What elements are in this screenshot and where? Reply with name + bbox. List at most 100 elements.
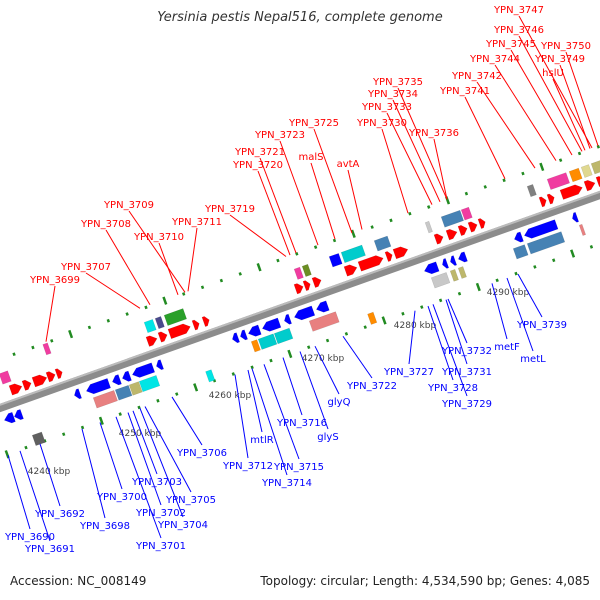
gene-label[interactable]: YPN_3746 (493, 25, 544, 36)
forward-gene-arrow[interactable] (343, 263, 359, 277)
gene-label[interactable]: YPN_3709 (103, 200, 154, 211)
gene-feature-box[interactable] (449, 269, 459, 282)
forward-gene-arrow[interactable] (392, 245, 410, 260)
forward-gene-arrow[interactable] (311, 275, 323, 288)
gene-label[interactable]: YPN_3698 (79, 521, 130, 532)
forward-gene-arrow[interactable] (45, 370, 57, 383)
reverse-gene-arrow[interactable] (523, 219, 559, 241)
gene-label[interactable]: YPN_3706 (176, 448, 227, 459)
gene-feature-box[interactable] (301, 263, 312, 277)
forward-gene-arrow[interactable] (201, 315, 211, 327)
gene-label[interactable]: YPN_3732 (441, 346, 492, 357)
gene-label[interactable]: mtlR (250, 435, 273, 446)
forward-gene-arrow[interactable] (538, 196, 548, 208)
gene-feature-box[interactable] (430, 272, 451, 289)
gene-label[interactable]: YPN_3730 (356, 118, 407, 129)
gene-feature-box[interactable] (205, 369, 216, 383)
reverse-gene-arrow[interactable] (449, 255, 458, 267)
gene-label[interactable]: hslU (542, 68, 564, 79)
gene-feature-box[interactable] (373, 235, 392, 252)
gene-feature-box[interactable] (92, 390, 118, 409)
gene-feature-box[interactable] (42, 342, 52, 356)
gene-label[interactable]: YPN_3749 (534, 54, 585, 65)
gene-label[interactable]: YPN_3704 (157, 520, 208, 531)
gene-label[interactable]: metL (520, 354, 546, 365)
gene-label[interactable]: YPN_3741 (439, 86, 490, 97)
forward-gene-arrow[interactable] (157, 330, 169, 343)
gene-label[interactable]: YPN_3725 (288, 118, 339, 129)
gene-label[interactable]: YPN_3711 (171, 217, 222, 228)
gene-label[interactable]: YPN_3691 (24, 544, 75, 555)
forward-gene-arrow[interactable] (477, 217, 487, 229)
gene-feature-box[interactable] (580, 164, 593, 178)
reverse-gene-arrow[interactable] (457, 251, 468, 264)
reverse-gene-arrow[interactable] (131, 362, 156, 380)
gene-feature-box[interactable] (257, 333, 278, 350)
forward-gene-arrow[interactable] (21, 378, 33, 391)
gene-label[interactable]: YPN_3719 (204, 204, 255, 215)
forward-gene-arrow[interactable] (457, 224, 469, 237)
gene-label[interactable]: YPN_3728 (427, 383, 478, 394)
gene-label[interactable]: YPN_3742 (451, 71, 502, 82)
gene-feature-box[interactable] (526, 184, 537, 198)
reverse-gene-arrow[interactable] (293, 305, 316, 322)
gene-label[interactable]: YPN_3707 (60, 262, 111, 273)
gene-feature-box[interactable] (457, 266, 467, 279)
reverse-gene-arrow[interactable] (441, 258, 450, 269)
gene-feature-box[interactable] (250, 339, 261, 353)
reverse-gene-arrow[interactable] (247, 324, 262, 338)
gene-feature-box[interactable] (293, 266, 304, 280)
reverse-gene-arrow[interactable] (3, 411, 16, 425)
gene-feature-box[interactable] (308, 311, 340, 332)
reverse-gene-arrow[interactable] (13, 408, 24, 421)
reverse-gene-arrow[interactable] (239, 329, 248, 341)
gene-feature-box[interactable] (0, 370, 12, 385)
gene-label[interactable]: YPN_3714 (261, 478, 312, 489)
gene-label[interactable]: YPN_3745 (485, 39, 536, 50)
gene-label[interactable]: YPN_3739 (516, 320, 567, 331)
gene-feature-box[interactable] (578, 223, 587, 236)
forward-gene-arrow[interactable] (54, 367, 64, 380)
gene-label[interactable]: YPN_3736 (408, 128, 459, 139)
forward-gene-arrow[interactable] (467, 220, 479, 233)
gene-feature-box[interactable] (526, 231, 566, 255)
gene-feature-box[interactable] (143, 319, 157, 334)
gene-label[interactable]: avtA (337, 159, 360, 170)
forward-gene-arrow[interactable] (433, 232, 445, 245)
gene-label[interactable]: YPN_3716 (276, 418, 327, 429)
gene-label[interactable]: YPN_3720 (232, 160, 283, 171)
gene-label[interactable]: YPN_3731 (441, 367, 492, 378)
gene-label[interactable]: YPN_3700 (96, 492, 147, 503)
reverse-gene-arrow[interactable] (73, 388, 82, 400)
gene-label[interactable]: YPN_3702 (135, 508, 186, 519)
gene-label[interactable]: YPN_3703 (131, 477, 182, 488)
gene-feature-box[interactable] (340, 244, 366, 264)
gene-label[interactable]: YPN_3701 (135, 541, 186, 552)
reverse-gene-arrow[interactable] (155, 359, 164, 371)
gene-label[interactable]: YPN_3747 (493, 5, 544, 16)
forward-gene-arrow[interactable] (595, 175, 600, 188)
gene-label[interactable]: YPN_3722 (346, 381, 397, 392)
gene-feature-box[interactable] (31, 431, 46, 446)
gene-label[interactable]: YPN_3699 (29, 275, 80, 286)
gene-label[interactable]: YPN_3734 (367, 89, 418, 100)
gene-label[interactable]: YPN_3729 (441, 399, 492, 410)
forward-gene-arrow[interactable] (145, 334, 159, 347)
gene-feature-box[interactable] (128, 381, 143, 396)
gene-feature-box[interactable] (568, 167, 583, 183)
gene-feature-box[interactable] (512, 244, 529, 260)
gene-label[interactable]: YPN_3715 (273, 462, 324, 473)
reverse-gene-arrow[interactable] (85, 378, 111, 395)
gene-label[interactable]: YPN_3733 (361, 102, 412, 113)
forward-gene-arrow[interactable] (8, 382, 24, 396)
forward-gene-arrow[interactable] (546, 193, 556, 205)
gene-label[interactable]: glyS (317, 432, 338, 443)
gene-label[interactable]: malS (299, 152, 324, 163)
gene-label[interactable]: YPN_3735 (372, 77, 423, 88)
gene-feature-box[interactable] (424, 220, 433, 234)
gene-feature-box[interactable] (328, 253, 343, 268)
gene-feature-box[interactable] (546, 172, 570, 190)
gene-label[interactable]: metF (494, 342, 520, 353)
forward-gene-arrow[interactable] (445, 227, 459, 241)
forward-gene-arrow[interactable] (559, 183, 584, 200)
